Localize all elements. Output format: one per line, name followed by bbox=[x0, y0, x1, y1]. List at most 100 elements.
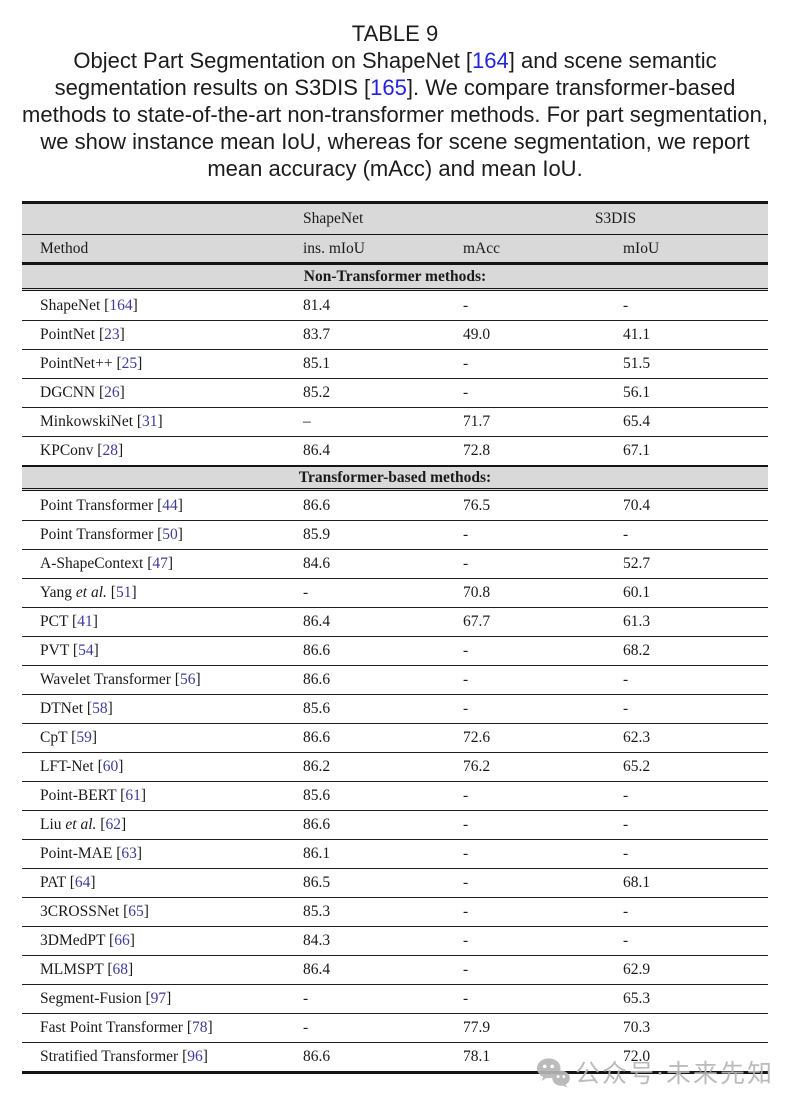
citation-ref[interactable]: 164 bbox=[472, 48, 509, 73]
citation-ref[interactable]: 65 bbox=[128, 903, 144, 920]
citation-ref[interactable]: 47 bbox=[152, 555, 168, 572]
method-cell: ShapeNet [164] bbox=[40, 296, 138, 314]
miou-cell: 67.1 bbox=[623, 442, 651, 459]
miou-cell: - bbox=[623, 816, 629, 833]
citation-ref[interactable]: 25 bbox=[121, 355, 138, 372]
citation-ref[interactable]: 60 bbox=[102, 758, 119, 775]
ins-miou-cell: 86.4 bbox=[303, 442, 331, 459]
citation-ref[interactable]: 51 bbox=[115, 584, 132, 601]
macc-cell: 71.7 bbox=[463, 413, 491, 430]
ins-miou-cell: 85.9 bbox=[303, 526, 331, 543]
miou-cell: - bbox=[623, 700, 629, 717]
ins-miou-cell: 85.3 bbox=[303, 903, 331, 920]
citation-ref[interactable]: 56 bbox=[179, 671, 196, 688]
citation-ref[interactable]: 50 bbox=[162, 526, 178, 543]
citation-ref[interactable]: 23 bbox=[104, 326, 120, 343]
citation-ref[interactable]: 59 bbox=[76, 729, 92, 746]
table-row: Wavelet Transformer [56] 86.6 - - bbox=[22, 665, 768, 694]
table-row: Liu et al. [62] 86.6 - - bbox=[22, 810, 768, 839]
table-row: Stratified Transformer [96] 86.6 78.1 72.0 bbox=[22, 1042, 768, 1071]
ins-miou-cell: 85.1 bbox=[303, 355, 331, 372]
method-cell: PAT [64] bbox=[40, 874, 96, 891]
ins-miou-cell: 86.5 bbox=[303, 874, 331, 891]
citation-ref[interactable]: 44 bbox=[162, 496, 178, 514]
method-cell: LFT-Net [60] bbox=[40, 758, 124, 775]
citation-ref[interactable]: 54 bbox=[78, 642, 94, 659]
citation-ref[interactable]: 68 bbox=[112, 961, 129, 978]
citation-ref[interactable]: 62 bbox=[105, 816, 121, 833]
ins-miou-cell: 86.6 bbox=[303, 496, 331, 514]
citation-ref[interactable]: 26 bbox=[104, 384, 120, 401]
macc-cell: - bbox=[463, 526, 469, 543]
citation-ref[interactable]: 58 bbox=[92, 700, 108, 717]
table-row: ShapeNet [164] 81.4 - - bbox=[22, 291, 768, 320]
ins-miou-cell: 86.4 bbox=[303, 613, 331, 630]
citation-ref[interactable]: 63 bbox=[121, 845, 137, 862]
column-header-ins-miou: ins. mIoU bbox=[303, 239, 365, 257]
table-row: PAT [64] 86.5 - 68.1 bbox=[22, 868, 768, 897]
citation-ref[interactable]: 78 bbox=[192, 1019, 208, 1036]
miou-cell: 56.1 bbox=[623, 384, 651, 401]
miou-cell: - bbox=[623, 845, 629, 862]
method-cell: Point-BERT [61] bbox=[40, 787, 147, 804]
page-title: TABLE 9 bbox=[351, 21, 439, 46]
table-row: MLMSPT [68] 86.4 - 62.9 bbox=[22, 955, 768, 984]
miou-cell: 62.9 bbox=[623, 961, 651, 978]
table-row: LFT-Net [60] 86.2 76.2 65.2 bbox=[22, 752, 768, 781]
miou-cell: - bbox=[623, 671, 629, 688]
miou-cell: 60.1 bbox=[623, 584, 651, 601]
table-row: Point-MAE [63] 86.1 - - bbox=[22, 839, 768, 868]
table-row: 3CROSSNet [65] 85.3 - - bbox=[22, 897, 768, 926]
ins-miou-cell: – bbox=[303, 413, 311, 430]
citation-ref[interactable]: 164 bbox=[109, 296, 133, 314]
citation-ref[interactable]: 41 bbox=[77, 613, 93, 630]
ins-miou-cell: 86.6 bbox=[303, 642, 331, 659]
method-cell: PCT [41] bbox=[40, 613, 98, 630]
table-column-header-row: Method ins. mIoU mAcc mIoU bbox=[22, 235, 768, 265]
method-cell: PointNet [23] bbox=[40, 326, 125, 343]
macc-cell: 67.7 bbox=[463, 613, 491, 630]
ins-miou-cell: - bbox=[303, 1019, 309, 1036]
miou-cell: - bbox=[623, 787, 629, 804]
citation-ref[interactable]: 31 bbox=[142, 413, 158, 430]
macc-cell: - bbox=[463, 845, 469, 862]
table-row: MinkowskiNet [31] – 71.7 65.4 bbox=[22, 407, 768, 436]
section-header: Transformer-based methods: bbox=[22, 465, 768, 491]
miou-cell: 65.2 bbox=[623, 758, 651, 775]
column-header-method: Method bbox=[40, 239, 89, 257]
column-header-miou: mIoU bbox=[623, 239, 660, 257]
citation-ref[interactable]: 66 bbox=[114, 932, 130, 949]
table-row: CpT [59] 86.6 72.6 62.3 bbox=[22, 723, 768, 752]
method-cell: CpT [59] bbox=[40, 729, 97, 746]
citation-ref[interactable]: 97 bbox=[150, 990, 167, 1007]
miou-cell: - bbox=[623, 526, 629, 543]
table-row: A-ShapeContext [47] 84.6 - 52.7 bbox=[22, 549, 768, 578]
ins-miou-cell: 84.6 bbox=[303, 555, 331, 572]
ins-miou-cell: 85.6 bbox=[303, 700, 331, 717]
macc-cell: - bbox=[463, 296, 469, 314]
macc-cell: - bbox=[463, 555, 469, 572]
macc-cell: 72.8 bbox=[463, 442, 491, 459]
citation-ref[interactable]: 61 bbox=[125, 787, 141, 804]
miou-cell: 70.4 bbox=[623, 496, 651, 514]
ins-miou-cell: 86.6 bbox=[303, 729, 331, 746]
method-cell: Point-MAE [63] bbox=[40, 845, 143, 862]
ins-miou-cell: 86.6 bbox=[303, 816, 331, 833]
macc-cell: - bbox=[463, 961, 469, 978]
table-row: PointNet [23] 83.7 49.0 41.1 bbox=[22, 320, 768, 349]
macc-cell: 49.0 bbox=[463, 326, 491, 343]
citation-ref[interactable]: 28 bbox=[102, 442, 118, 459]
table-caption: Object Part Segmentation on ShapeNet [16… bbox=[22, 48, 768, 181]
citation-ref[interactable]: 64 bbox=[74, 874, 91, 891]
table-row: PointNet++ [25] 85.1 - 51.5 bbox=[22, 349, 768, 378]
table-row: Point Transformer [44] 86.6 76.5 70.4 bbox=[22, 491, 768, 520]
macc-cell: 76.5 bbox=[463, 496, 491, 514]
ins-miou-cell: 86.6 bbox=[303, 671, 331, 688]
miou-cell: 68.1 bbox=[623, 874, 651, 891]
ins-miou-cell: 85.2 bbox=[303, 384, 331, 401]
citation-ref[interactable]: 165 bbox=[370, 75, 407, 100]
method-cell: DTNet [58] bbox=[40, 700, 113, 717]
citation-ref[interactable]: 96 bbox=[187, 1048, 203, 1065]
macc-cell: - bbox=[463, 642, 469, 659]
ins-miou-cell: 86.1 bbox=[303, 845, 331, 862]
